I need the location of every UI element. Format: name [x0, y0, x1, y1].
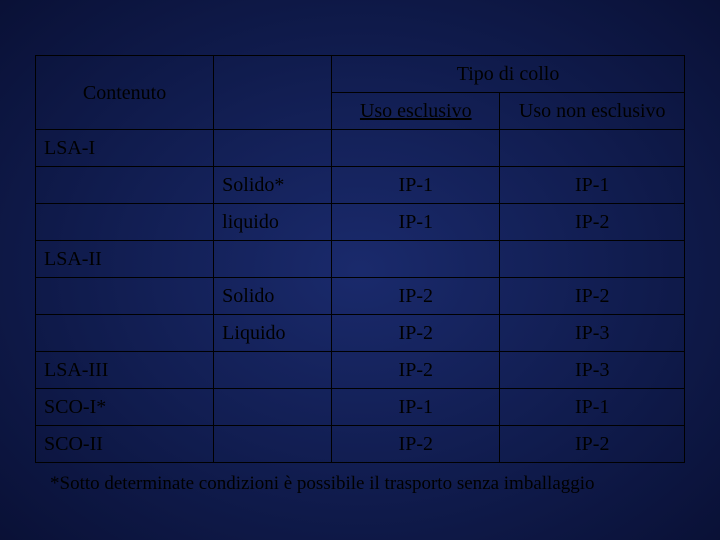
header-uso-non-esclusivo: Uso non esclusivo [500, 93, 685, 130]
cell-c1: LSA-I [36, 130, 214, 167]
table-row: Liquido IP-2 IP-3 [36, 315, 685, 352]
cell-c2 [214, 352, 332, 389]
cell-c4: IP-2 [500, 426, 685, 463]
cell-c3: IP-2 [332, 352, 500, 389]
cell-c2 [214, 241, 332, 278]
table-row: Solido* IP-1 IP-1 [36, 167, 685, 204]
cell-c4: IP-1 [500, 167, 685, 204]
cell-c3: IP-2 [332, 278, 500, 315]
cell-c1: LSA-II [36, 241, 214, 278]
cell-c2 [214, 389, 332, 426]
cell-c1: SCO-II [36, 426, 214, 463]
cell-c3: IP-2 [332, 315, 500, 352]
cell-c2 [214, 426, 332, 463]
header-uso-esclusivo: Uso esclusivo [332, 93, 500, 130]
cell-c3: IP-1 [332, 167, 500, 204]
cell-c4: IP-3 [500, 352, 685, 389]
cell-c4 [500, 241, 685, 278]
footnote-text: *Sotto determinate condizioni è possibil… [50, 473, 690, 495]
header-spacer [214, 56, 332, 130]
cell-c1 [36, 167, 214, 204]
table-row: liquido IP-1 IP-2 [36, 204, 685, 241]
table-row: Solido IP-2 IP-2 [36, 278, 685, 315]
header-tipo: Tipo di collo [332, 56, 685, 93]
cell-c4: IP-1 [500, 389, 685, 426]
data-table: Contenuto Tipo di collo Uso esclusivo Us… [35, 55, 685, 463]
cell-c3 [332, 130, 500, 167]
cell-c1 [36, 204, 214, 241]
header-row-1: Contenuto Tipo di collo [36, 56, 685, 93]
cell-c2: Solido [214, 278, 332, 315]
cell-c4: IP-2 [500, 204, 685, 241]
table-row: LSA-II [36, 241, 685, 278]
cell-c3: IP-1 [332, 389, 500, 426]
slide-root: Contenuto Tipo di collo Uso esclusivo Us… [0, 0, 720, 495]
cell-c4: IP-2 [500, 278, 685, 315]
cell-c1: LSA-III [36, 352, 214, 389]
cell-c2 [214, 130, 332, 167]
table-row: LSA-III IP-2 IP-3 [36, 352, 685, 389]
cell-c1 [36, 315, 214, 352]
cell-c2: Solido* [214, 167, 332, 204]
cell-c3 [332, 241, 500, 278]
table-row: LSA-I [36, 130, 685, 167]
cell-c3: IP-1 [332, 204, 500, 241]
cell-c1: SCO-I* [36, 389, 214, 426]
cell-c1 [36, 278, 214, 315]
cell-c3: IP-2 [332, 426, 500, 463]
cell-c2: Liquido [214, 315, 332, 352]
cell-c4 [500, 130, 685, 167]
header-contenuto: Contenuto [36, 56, 214, 130]
table-row: SCO-I* IP-1 IP-1 [36, 389, 685, 426]
cell-c2: liquido [214, 204, 332, 241]
table-row: SCO-II IP-2 IP-2 [36, 426, 685, 463]
cell-c4: IP-3 [500, 315, 685, 352]
